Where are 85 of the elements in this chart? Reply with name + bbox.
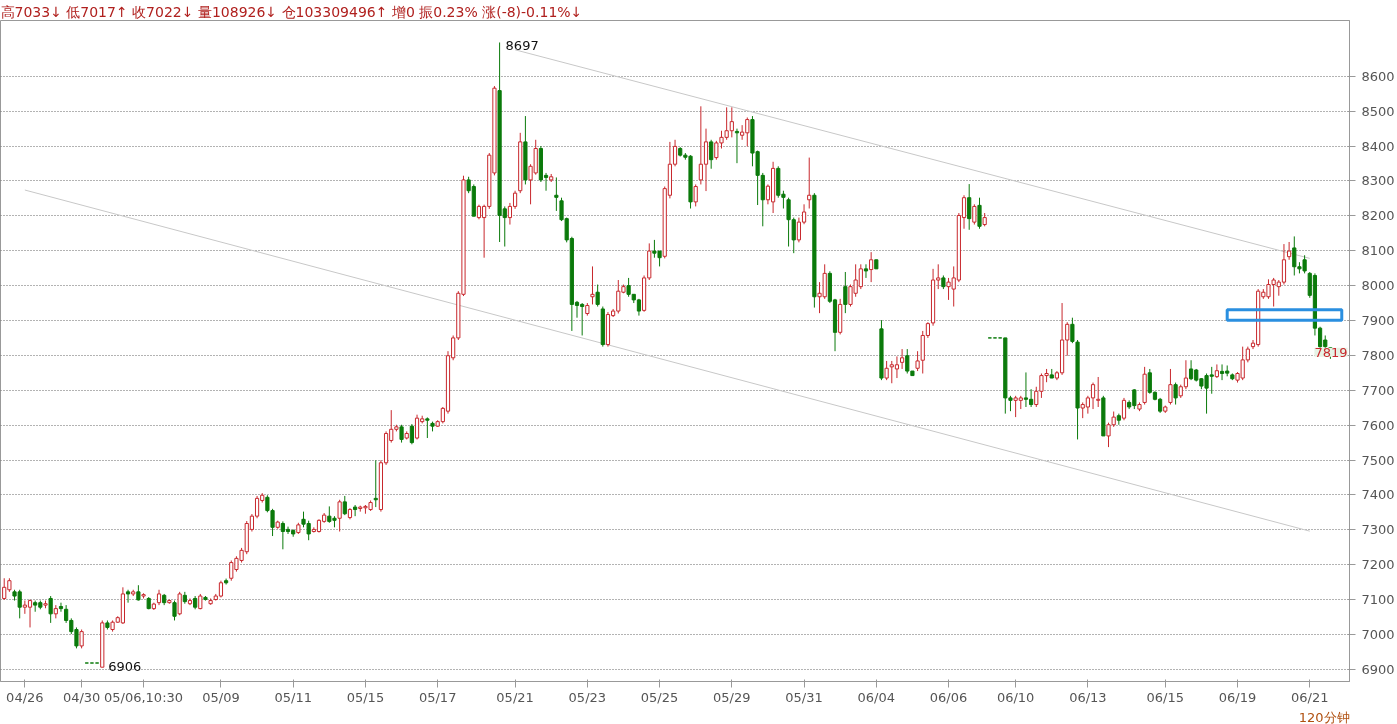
x-tick-label: 05/21: [496, 689, 534, 705]
x-tick-label: 05/17: [418, 689, 457, 705]
y-tick-label: 7500: [1361, 452, 1395, 468]
y-tick-label: 8000: [1361, 278, 1395, 294]
y-tick-label: 7800: [1361, 347, 1395, 363]
candlestick: [353, 504, 358, 517]
candlestick: [1188, 359, 1194, 381]
y-tick-label: 8600: [1361, 68, 1395, 84]
y-tick-label: 7300: [1361, 522, 1395, 538]
y-tick-label: 7100: [1361, 592, 1395, 608]
x-tick-label: 06/15: [1146, 689, 1185, 705]
y-tick-label: 7600: [1361, 417, 1395, 433]
y-tick-label: 7200: [1361, 557, 1395, 573]
x-tick-label: 06/10: [996, 689, 1035, 705]
y-tick-label: 7900: [1361, 312, 1395, 328]
candlestick: [1090, 382, 1096, 410]
candlestick: [79, 629, 84, 649]
candlestick: [863, 263, 869, 279]
candlestick: [1121, 397, 1127, 421]
x-tick-label: 04/26: [6, 689, 44, 705]
candlestick: [807, 157, 812, 210]
y-tick-label: 8100: [1361, 243, 1395, 259]
x-tick-label: 04/30: [62, 689, 101, 705]
x-tick-label: 06/13: [1069, 689, 1107, 705]
annotation: 6906: [108, 659, 142, 675]
x-tick-label: 05/09: [202, 689, 240, 705]
candlestick: [1219, 363, 1225, 381]
y-tick-label: 7700: [1361, 382, 1395, 398]
y-tick-label: 8300: [1361, 173, 1395, 189]
candlestick: [1281, 243, 1287, 286]
candlestick: [337, 499, 342, 533]
candlestick: [977, 197, 982, 230]
x-tick-label: 05/29: [713, 689, 751, 705]
candlestick: [224, 578, 229, 586]
y-tick-label: 8200: [1361, 208, 1395, 224]
y-tick-label: 6900: [1361, 661, 1395, 677]
candlestick: [172, 600, 177, 621]
text: 120分钟: [1298, 709, 1350, 724]
candlestick: [869, 251, 874, 283]
candlestick: [967, 183, 972, 231]
candlestick: [972, 203, 977, 226]
candlestick: [1096, 376, 1101, 408]
x-tick-label: 05/06,10:30: [104, 689, 184, 705]
x-tick-label: 05/11: [274, 689, 312, 705]
candlestick: [894, 355, 900, 379]
candlestick: [1168, 368, 1173, 406]
candlestick: [900, 348, 905, 370]
candlestick: [590, 265, 595, 305]
y-tick-label: 7400: [1361, 487, 1395, 503]
candlestick: [843, 271, 848, 314]
y-tick-label: 8500: [1361, 103, 1395, 119]
candlestick: [595, 284, 600, 308]
chart-title: 高7033↓ 低7017↑ 收7022↓ 量108926↓ 仓103309496↑ 增0 振0.23% 涨(-8)-0.11%↓: [0, 3, 583, 20]
candlestick: [693, 183, 698, 207]
candlestick: [1173, 382, 1178, 406]
candlestick: [1023, 371, 1029, 408]
candlestick: [342, 495, 347, 516]
candlestick: [27, 599, 33, 628]
candlestick: [1214, 363, 1219, 379]
candlestick: [285, 526, 291, 535]
candlestick: [709, 139, 714, 170]
x-tick-label: 05/31: [785, 689, 823, 705]
candlestick: [414, 414, 420, 440]
candlestick: [884, 360, 889, 381]
candlestick: [915, 350, 920, 372]
x-tick-label: 06/04: [857, 689, 896, 705]
x-tick-label: 06/21: [1291, 689, 1329, 705]
x-tick-label: 05/15: [346, 689, 385, 705]
x-tick-label: 05/23: [568, 689, 607, 705]
y-tick-label: 7000: [1361, 626, 1395, 642]
x-tick-label: 06/06: [929, 689, 968, 705]
candlestick: [554, 176, 559, 212]
candlestick: [425, 416, 430, 439]
candlestick: [48, 595, 53, 624]
annotation: 8697: [505, 38, 539, 54]
y-tick-label: 8400: [1361, 138, 1395, 154]
candlestick: [58, 602, 64, 613]
candlestick: [409, 423, 414, 445]
annotation: 7819: [1314, 344, 1348, 360]
candlestick: [1287, 241, 1292, 261]
x-tick-label: 06/19: [1218, 689, 1257, 705]
candlestick: [703, 128, 709, 192]
x-tick-label: 05/25: [640, 689, 679, 705]
candlestick: [125, 589, 131, 604]
candlestick: [177, 591, 182, 616]
